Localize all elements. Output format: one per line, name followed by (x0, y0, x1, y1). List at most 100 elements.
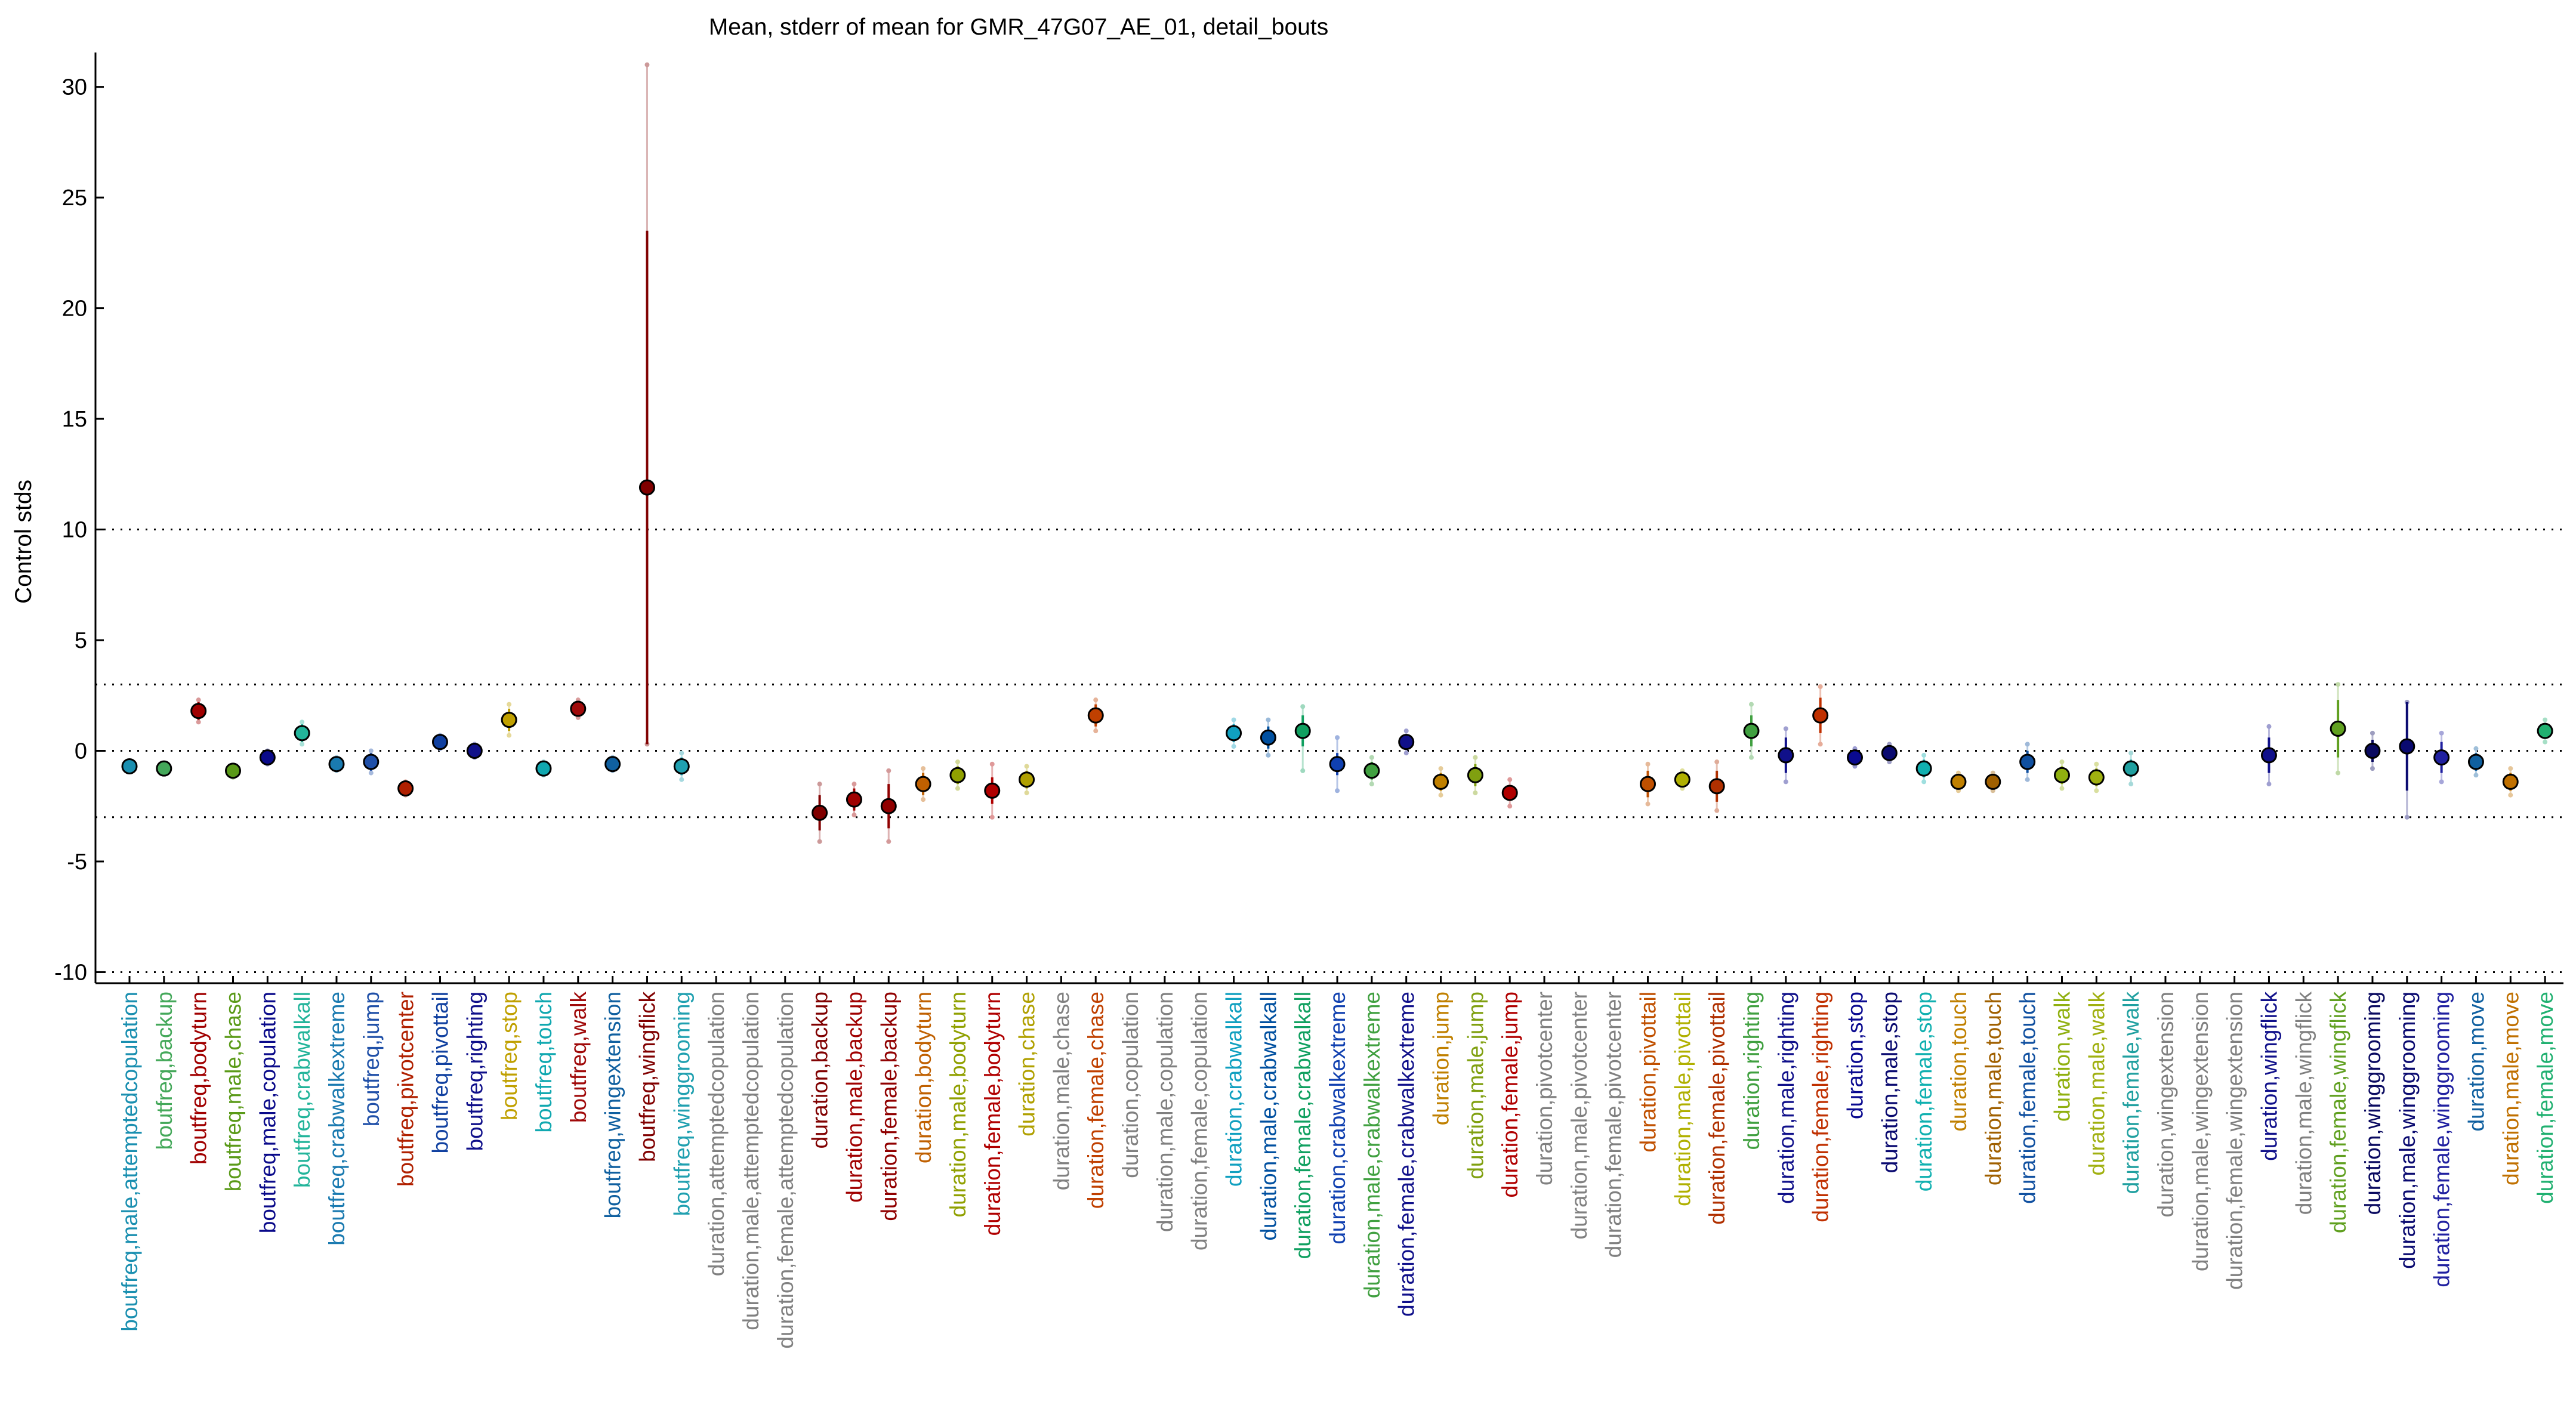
x-tick-label: duration,male,move (2498, 992, 2523, 1185)
range-end-dot (644, 62, 650, 67)
x-tick-label: duration,male,righting (1774, 992, 1798, 1204)
chart-title: Mean, stderr of mean for GMR_47G07_AE_01… (709, 14, 1328, 40)
mean-marker (1778, 747, 1794, 764)
range-end-dot (507, 702, 512, 707)
mean-marker (1708, 778, 1725, 795)
mean-marker (1950, 773, 1967, 790)
range-end-dot (1300, 704, 1306, 709)
x-tick-label: boutfreq,righting (462, 992, 487, 1151)
x-tick-label: duration,pivotcenter (1532, 992, 1557, 1185)
x-tick-label: boutfreq,wingextension (601, 992, 625, 1219)
range-end-dot (2473, 773, 2479, 778)
range-end-dot (1645, 761, 1651, 767)
x-tick-label: duration,female,touch (2016, 992, 2040, 1204)
x-tick-label: duration,crabwalkall (1222, 992, 1247, 1187)
range-end-dot (817, 839, 822, 844)
x-tick-label: duration,male,chase (1049, 992, 1073, 1190)
x-tick-label: boutfreq,male,attemptedcopulation (118, 992, 142, 1332)
mean-marker (880, 798, 897, 814)
range-end-dot (1266, 717, 1271, 722)
x-tick-label: duration,female,wingflick (2326, 992, 2350, 1234)
x-tick-label: duration,righting (1739, 992, 1764, 1150)
mean-marker (1294, 722, 1311, 739)
mean-marker (1501, 785, 1518, 801)
x-tick-label: duration,copulation (1118, 992, 1143, 1178)
range-end-dot (2128, 751, 2134, 756)
range-end-dot (1749, 755, 1754, 760)
range-end-dot (2128, 782, 2134, 787)
x-tick-label: duration,female,pivottail (1705, 992, 1729, 1225)
x-tick-label: duration,bodyturn (911, 992, 936, 1163)
range-end-dot (1438, 792, 1443, 798)
range-end-dot (196, 719, 201, 725)
range-end-dot (1473, 790, 1478, 795)
mean-marker (2330, 720, 2346, 737)
range-end-dot (2025, 742, 2030, 747)
mean-marker (1019, 771, 1035, 788)
range-end-dot (1507, 777, 1513, 782)
mean-marker (812, 804, 828, 821)
range-end-dot (2543, 717, 2548, 722)
range-end-dot (955, 786, 960, 791)
mean-marker (638, 479, 655, 496)
range-end-dot (1231, 717, 1236, 722)
range-end-dot (852, 782, 857, 787)
mean-marker (2364, 743, 2381, 759)
y-axis-label: Control stds (11, 480, 36, 604)
mean-marker (259, 749, 276, 766)
y-axis-ticks: -10 -5 0 5 10 15 20 25 30 (54, 75, 104, 985)
x-tick-label: duration,female,stop (1912, 992, 1936, 1191)
mean-marker (1398, 734, 1415, 751)
x-tick-label: duration,male,touch (1981, 992, 2006, 1185)
x-tick-label: boutfreq,jump (359, 992, 384, 1126)
mean-marker (570, 700, 587, 717)
range-end-dot (2370, 766, 2375, 771)
range-end-dot (679, 751, 684, 756)
range-end-dot (1473, 755, 1478, 760)
mean-marker (121, 758, 138, 774)
mean-marker (1674, 771, 1690, 788)
axes (94, 53, 2563, 984)
x-tick-label: duration,move (2464, 992, 2488, 1131)
x-tick-label: duration,female,pivotcenter (1602, 992, 1626, 1258)
range-end-dot (1403, 751, 1409, 756)
x-tick-label: boutfreq,male,copulation (255, 992, 280, 1233)
x-tick-label: duration,wingextension (2154, 992, 2178, 1217)
range-end-dot (507, 733, 512, 738)
range-end-dot (2336, 770, 2341, 776)
range-end-dot (921, 766, 926, 771)
mean-marker (673, 758, 690, 774)
x-tick-label: duration,wingflick (2257, 992, 2281, 1161)
x-tick-label: boutfreq,pivotcenter (394, 992, 418, 1187)
range-end-dot (1749, 702, 1754, 707)
range-end-dot (2025, 777, 2030, 782)
range-end-dot (1783, 779, 1788, 785)
range-end-dot (1231, 744, 1236, 749)
mean-markers (121, 479, 2553, 821)
x-tick-label: duration,male,wingextension (2188, 992, 2213, 1271)
x-tick-label: duration,backup (808, 992, 832, 1148)
x-tick-label: duration,female,winggrooming (2430, 992, 2454, 1287)
range-end-dot (1335, 735, 1340, 740)
range-end-dot (1921, 779, 1927, 785)
x-tick-label: duration,female,wingextension (2223, 992, 2247, 1290)
range-end-dot (921, 797, 926, 802)
x-tick-label: boutfreq,crabwalkall (290, 992, 314, 1188)
x-tick-label: duration,female,copulation (1187, 992, 1212, 1250)
mean-marker (328, 756, 345, 773)
y-tick-label: 15 (62, 407, 87, 432)
range-end-dot (2059, 759, 2065, 765)
mean-marker (466, 743, 483, 759)
range-end-dot (1024, 790, 1029, 795)
x-tick-label: duration,male,copulation (1153, 992, 1177, 1232)
range-end-dot (1093, 697, 1099, 703)
y-tick-label: 10 (62, 518, 87, 543)
x-tick-label: duration,female,move (2533, 992, 2558, 1204)
range-end-dot (955, 759, 960, 765)
mean-marker (1881, 745, 1898, 761)
range-end-dot (2439, 730, 2444, 736)
mean-marker (1915, 760, 1932, 777)
range-end-dot (1783, 726, 1788, 731)
range-end-dot (2508, 792, 2513, 798)
mean-marker (2537, 722, 2553, 739)
